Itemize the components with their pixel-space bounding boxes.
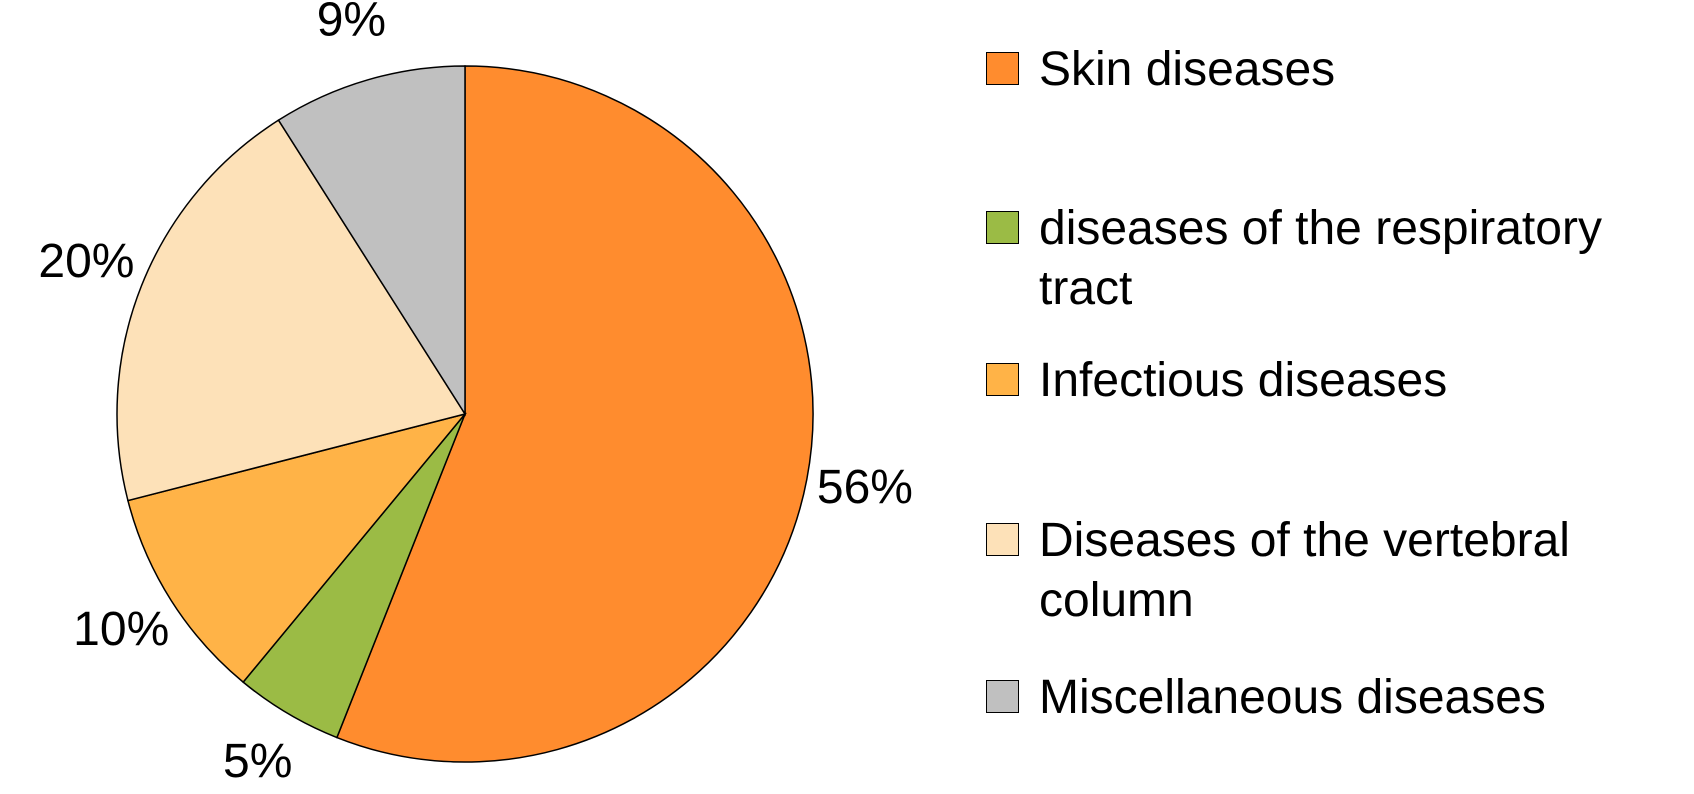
pie-slice [127, 412, 468, 684]
legend-label: Skin diseases [1039, 43, 1336, 96]
legend-swatch [986, 363, 1019, 396]
legend-label: Diseases of the vertebral column [1039, 514, 1570, 627]
legend-swatch [986, 211, 1019, 244]
pie-slice [335, 65, 814, 763]
legend-label: diseases of the respiratory tract [1039, 202, 1602, 315]
data-label: 56% [817, 461, 913, 514]
legend-swatch [986, 52, 1019, 85]
legend-label: Infectious diseases [1039, 354, 1448, 407]
pie-slice [277, 65, 466, 417]
legend-swatch [986, 523, 1019, 556]
data-label: 20% [38, 235, 134, 288]
data-label: 5% [223, 735, 292, 788]
legend-swatch [986, 680, 1019, 713]
data-label: 9% [317, 0, 386, 47]
data-label: 10% [73, 603, 169, 656]
legend-label: Miscellaneous diseases [1039, 671, 1546, 724]
pie-slice [116, 119, 467, 502]
